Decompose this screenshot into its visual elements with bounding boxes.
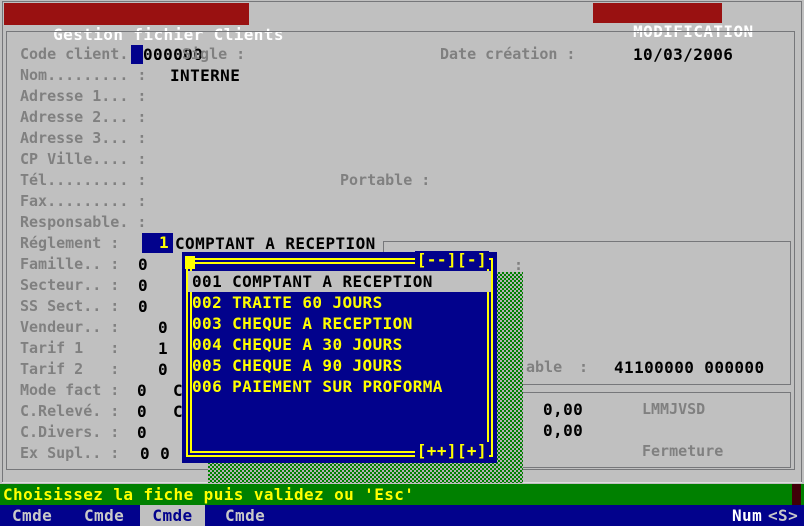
frame-left xyxy=(2,1,3,482)
sigle-label: Sigle : xyxy=(182,45,246,63)
status-end-block xyxy=(792,484,801,505)
dialog-border xyxy=(186,258,493,457)
hidden-field-colon: : xyxy=(514,256,524,274)
amount-field-2[interactable]: 0,00 xyxy=(543,421,584,440)
window-title: Gestion fichier Clients xyxy=(4,3,284,44)
scroll-up-icon[interactable]: [--][-] xyxy=(414,250,489,269)
field-label: Adresse 1... : xyxy=(20,87,147,105)
payment-method-list: 001 COMPTANT A RECEPTION 002 TRAITE 60 JO… xyxy=(188,252,491,463)
frame-top xyxy=(2,1,802,2)
cmde-button-1[interactable]: Cmde xyxy=(12,506,53,525)
payment-method-item[interactable]: 002 TRAITE 60 JOURS xyxy=(192,293,383,312)
field-label: C.Divers. : xyxy=(20,423,120,441)
status-bar: Choisissez la fiche puis validez ou 'Esc… xyxy=(0,484,804,505)
date-creation-label: Date création : xyxy=(440,45,576,63)
field-label: C.Relevé. : xyxy=(20,402,120,420)
field-label: Adresse 3... : xyxy=(20,129,147,147)
closure-label: Fermeture xyxy=(642,442,724,460)
field-value[interactable]: 0 xyxy=(158,318,169,337)
payment-method-item[interactable]: 004 CHEQUE A 30 JOURS xyxy=(192,335,403,354)
key-state-indicator: <S> xyxy=(768,506,799,525)
field-label: Réglement : xyxy=(20,234,120,252)
field-label: SS Sect.. : xyxy=(20,297,120,315)
command-bar: Cmde Cmde Cmde Cmde Num <S> xyxy=(0,505,804,526)
field-extra-value: C xyxy=(173,402,184,421)
field-value[interactable]: 1 xyxy=(158,339,169,358)
field-value[interactable]: 0 xyxy=(138,297,149,316)
field-value[interactable]: INTERNE xyxy=(170,66,241,85)
payment-method-item[interactable]: 005 CHEQUE A 90 JOURS xyxy=(192,356,403,375)
status-message: Choisissez la fiche puis validez ou 'Esc… xyxy=(3,485,415,504)
field-label: Vendeur.. : xyxy=(20,318,120,336)
field-label: Adresse 2... : xyxy=(20,108,147,126)
amount-field-1[interactable]: 0,00 xyxy=(543,400,584,419)
field-value[interactable]: 000000 xyxy=(143,45,204,64)
window-title-text: Gestion fichier Clients xyxy=(53,25,284,44)
field-value[interactable]: 0 xyxy=(158,360,169,379)
field-value[interactable]: 0 xyxy=(137,423,148,442)
conditions-panel: 0,00 LMMJVSD 0,00 Fermeture xyxy=(383,392,791,468)
dialog-close-icon[interactable] xyxy=(185,256,195,269)
field-extra-value: C xyxy=(173,381,184,400)
payment-method-dialog: [--][-] [++][+] 001 COMPTANT A RECEPTION… xyxy=(182,250,497,463)
date-creation-value[interactable]: 10/03/2006 xyxy=(633,45,734,64)
field-label: Nom......... : xyxy=(20,66,147,84)
field-value[interactable]: 0 0 xyxy=(140,444,171,463)
field-label: Responsable. : xyxy=(20,213,147,231)
schedule-days-label: LMMJVSD xyxy=(642,400,706,418)
field-value[interactable]: 0 xyxy=(137,381,148,400)
reglement-description: COMPTANT A RECEPTION xyxy=(175,234,376,253)
frame-right xyxy=(801,1,802,482)
accounting-panel: : able : 41100000 000000 xyxy=(383,241,791,385)
field-label: Ex Supl.. : xyxy=(20,444,120,462)
field-value[interactable]: 0 xyxy=(138,255,149,274)
field-label: Tarif 2 : xyxy=(20,360,120,378)
account-number-value[interactable]: 41100000 000000 xyxy=(614,358,765,377)
scroll-down-icon[interactable]: [++][+] xyxy=(414,441,489,460)
field-label: CP Ville.... : xyxy=(20,150,147,168)
field-label: Mode fact : xyxy=(20,381,120,399)
field-value[interactable]: 0 xyxy=(137,402,148,421)
field-label: Fax......... : xyxy=(20,192,147,210)
portable-label: Portable : xyxy=(340,171,431,189)
field-value[interactable]: 0 xyxy=(138,276,149,295)
cmde-button-4[interactable]: Cmde xyxy=(225,506,266,525)
num-lock-indicator: Num xyxy=(732,506,763,525)
cmde-button-3-active[interactable]: Cmde xyxy=(140,505,205,526)
payment-method-item[interactable]: 006 PAIEMENT SUR PROFORMA xyxy=(192,377,443,396)
account-colon: : xyxy=(579,358,589,376)
field-label: Secteur.. : xyxy=(20,276,120,294)
text-cursor xyxy=(131,45,143,64)
field-label: Tarif 1 : xyxy=(20,339,120,357)
mode-badge: MODIFICATION xyxy=(593,3,753,41)
reglement-selected-code[interactable]: 1 xyxy=(142,233,173,253)
cmde-button-2[interactable]: Cmde xyxy=(84,506,125,525)
payment-method-item[interactable]: 003 CHEQUE A RECEPTION xyxy=(192,314,413,333)
account-label-tail: able xyxy=(526,358,563,376)
field-label: Famille.. : xyxy=(20,255,120,273)
field-label: Tél......... : xyxy=(20,171,147,189)
payment-method-item[interactable]: 001 COMPTANT A RECEPTION xyxy=(188,271,491,292)
